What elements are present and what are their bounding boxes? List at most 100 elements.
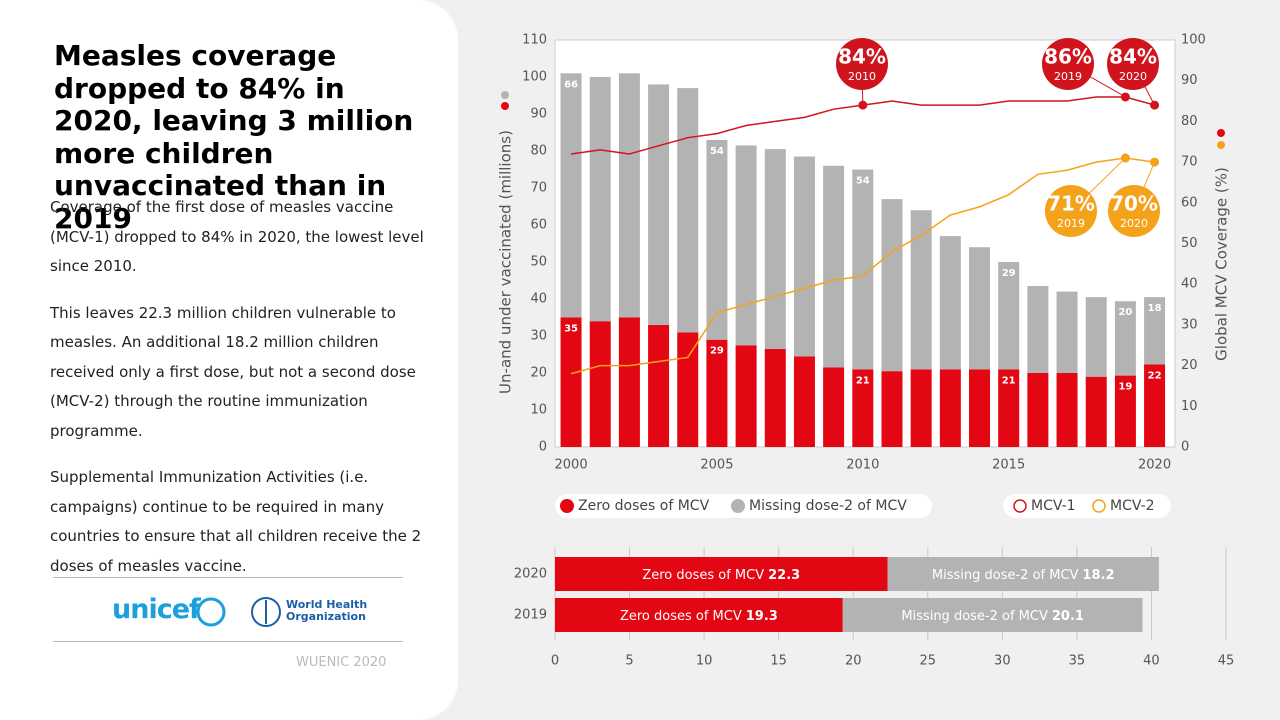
bar-segment xyxy=(793,156,815,357)
annotation-value: 70% xyxy=(1110,192,1158,216)
x-tick-label: 20 xyxy=(845,654,862,669)
y-tick-label: 2019 xyxy=(514,608,547,623)
bar-segment xyxy=(910,210,932,370)
legend-label: Zero doses of MCV xyxy=(578,498,710,514)
x-tick-label: 0 xyxy=(551,654,559,669)
x-tick-label: 2020 xyxy=(1138,458,1171,473)
y-tick-label: 80 xyxy=(530,144,547,159)
y2-tick-label: 80 xyxy=(1181,114,1198,129)
bar-segment xyxy=(969,247,991,370)
y-tick-label: 110 xyxy=(522,33,547,48)
bar-segment xyxy=(555,557,888,591)
bar-segment xyxy=(1056,373,1078,447)
y-tick-label: 30 xyxy=(530,329,547,344)
y-tick-label: 90 xyxy=(530,107,547,122)
annotation-year: 2010 xyxy=(848,70,876,83)
segment-label: Zero doses of MCV 22.3 xyxy=(642,568,800,583)
bar-segment xyxy=(823,165,845,368)
x-tick-label: 40 xyxy=(1143,654,1160,669)
x-tick-label: 10 xyxy=(696,654,713,669)
bar-segment xyxy=(735,345,757,447)
data-label: 20 xyxy=(1118,307,1132,318)
bar-segment xyxy=(560,317,582,447)
who-logo: World Health Organization xyxy=(286,599,367,623)
annotation-bubble xyxy=(1045,185,1097,237)
annotated-point xyxy=(1150,157,1160,167)
annotated-point xyxy=(1150,100,1160,110)
segment-name: Zero doses of MCV xyxy=(620,609,742,624)
y-tick-label: 10 xyxy=(530,403,547,418)
bar-segment xyxy=(1085,297,1107,377)
x-tick-label: 35 xyxy=(1069,654,1086,669)
y2-tick-label: 50 xyxy=(1181,236,1198,251)
legend-swatch xyxy=(1092,499,1106,513)
y2-tick-label: 0 xyxy=(1181,440,1189,455)
bar-segment xyxy=(1144,364,1166,447)
bar-segment xyxy=(1027,286,1049,373)
annotation-year: 2019 xyxy=(1057,217,1085,230)
footer: WUENIC 2020 xyxy=(296,655,387,670)
annotation-value: 84% xyxy=(838,45,886,69)
bar-segment xyxy=(998,369,1020,447)
bar-segment xyxy=(706,139,728,340)
bar-segment xyxy=(887,557,1159,591)
x-tick-label: 25 xyxy=(920,654,937,669)
bar-segment xyxy=(1114,375,1136,447)
y2-tick-label: 20 xyxy=(1181,358,1198,373)
x-tick-label: 5 xyxy=(625,654,633,669)
x-tick-label: 2015 xyxy=(992,458,1025,473)
x-tick-label: 45 xyxy=(1218,654,1235,669)
legend-swatch xyxy=(731,499,745,513)
bar-segment xyxy=(648,324,670,447)
data-label: 54 xyxy=(856,176,870,187)
x-tick-label: 15 xyxy=(770,654,787,669)
legend-label: MCV-2 xyxy=(1110,498,1155,514)
annotated-point xyxy=(1120,92,1130,102)
y2-tick-label: 10 xyxy=(1181,399,1198,414)
bar-segment xyxy=(764,348,786,447)
bar-segment xyxy=(842,598,1143,632)
slide-title: Measles coverage dropped to 84% in 2020,… xyxy=(54,39,414,235)
legend-swatch xyxy=(560,499,574,513)
segment-name: Missing dose-2 of MCV xyxy=(901,609,1048,624)
who-line: Organization xyxy=(286,610,366,623)
y2-axis-title: Global MCV Coverage (%) xyxy=(1213,167,1231,361)
paragraph: This leaves 22.3 million children vulner… xyxy=(50,303,416,440)
annotated-point xyxy=(858,100,868,110)
annotation-bubble xyxy=(1042,38,1094,90)
bar-segment xyxy=(618,73,640,318)
y-tick-label: 2020 xyxy=(514,567,547,582)
bar-segment xyxy=(1085,376,1107,447)
x-tick-label: 30 xyxy=(994,654,1011,669)
data-label: 18 xyxy=(1148,303,1162,314)
data-label: 66 xyxy=(564,79,578,90)
segment-value: 20.1 xyxy=(1052,609,1084,624)
segment-name: Zero doses of MCV xyxy=(642,568,764,583)
who-emblem xyxy=(251,597,281,627)
axis-key-dot xyxy=(1217,129,1225,137)
bar-segment xyxy=(852,169,874,370)
unicef-logo: unicef xyxy=(112,594,201,625)
bar-segment xyxy=(648,84,670,325)
data-label: 29 xyxy=(1002,268,1016,279)
annotation-bubble xyxy=(1107,38,1159,90)
data-label: 19 xyxy=(1118,382,1132,393)
bar-segment xyxy=(969,369,991,447)
y2-tick-label: 100 xyxy=(1181,33,1206,48)
y-tick-label: 0 xyxy=(539,440,547,455)
bar-segment xyxy=(1144,297,1166,365)
annotation-year: 2020 xyxy=(1119,70,1147,83)
legend-box xyxy=(1003,494,1171,518)
bar-segment xyxy=(677,332,699,447)
data-label: 22 xyxy=(1148,370,1162,381)
annotation-bubble xyxy=(836,38,888,90)
bar-segment xyxy=(1114,301,1136,376)
bar-segment xyxy=(939,236,961,370)
legend-label: Missing dose-2 of MCV xyxy=(749,498,907,514)
legend-label: MCV-1 xyxy=(1031,498,1076,514)
axis-key-dot xyxy=(501,91,509,99)
bar-segment xyxy=(706,339,728,447)
y-tick-label: 50 xyxy=(530,255,547,270)
y-tick-label: 40 xyxy=(530,292,547,307)
x-tick-label: 2000 xyxy=(555,458,588,473)
